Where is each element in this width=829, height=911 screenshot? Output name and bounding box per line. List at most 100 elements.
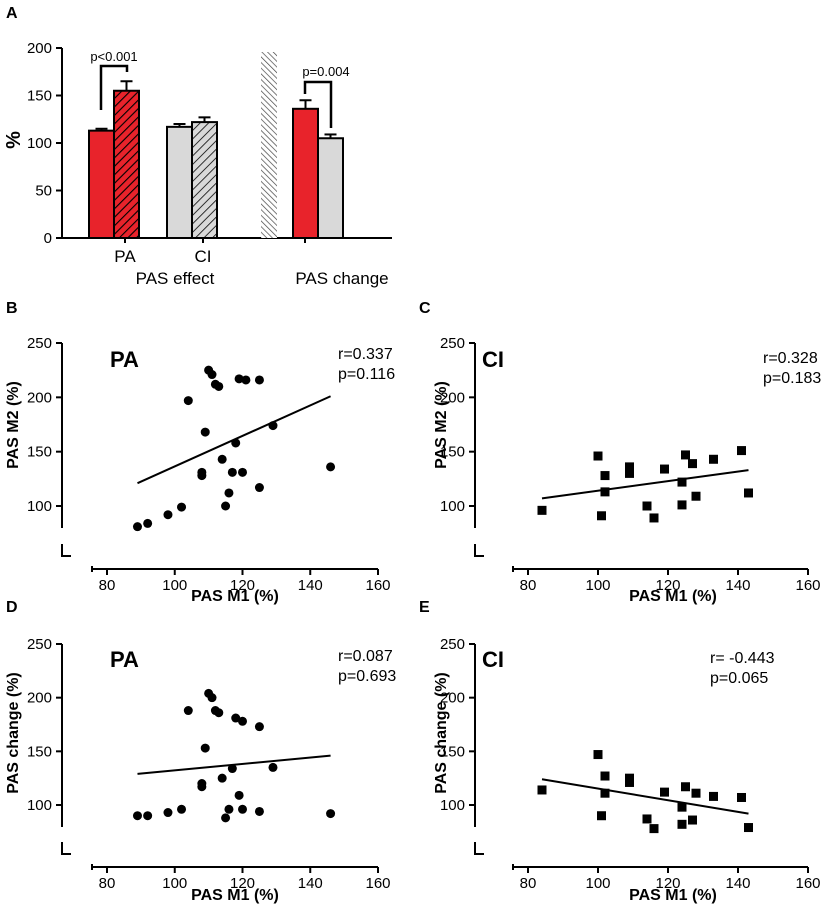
bar-pas-change-pa (292, 107, 319, 239)
data-point (177, 502, 187, 512)
data-point (691, 491, 701, 501)
x-tick-label: 160 (365, 577, 390, 594)
data-point (183, 396, 193, 406)
data-point (677, 500, 687, 510)
panel-b-r: r=0.337 (338, 346, 393, 363)
panel-b-title: PA (110, 347, 139, 372)
section-divider (261, 52, 277, 238)
significance-bracket-change (303, 80, 333, 128)
data-point (677, 477, 687, 487)
axis-break (474, 842, 484, 855)
data-point (642, 814, 652, 824)
data-point (688, 459, 697, 469)
data-point (649, 824, 659, 834)
data-point (660, 787, 669, 797)
data-point (132, 811, 142, 821)
data-point (537, 505, 547, 515)
data-point (221, 813, 231, 823)
panel-a-y-tick-label: 100 (27, 135, 52, 152)
y-tick-label: 100 (27, 498, 52, 515)
data-point (625, 468, 634, 478)
data-point (268, 421, 278, 431)
data-point (231, 713, 241, 723)
y-tick-label: 150 (27, 444, 52, 461)
data-point (737, 446, 746, 456)
bar-pas-change-ci (317, 137, 344, 239)
data-point (625, 462, 634, 472)
panel-c-y-title: PAS M2 (%) (433, 381, 450, 469)
data-point (691, 788, 701, 798)
data-point (227, 764, 237, 774)
panel-a-y-tick-label: 0 (44, 230, 52, 247)
bar-ci-m1 (166, 125, 193, 239)
data-point (227, 467, 237, 477)
data-point (214, 381, 224, 391)
data-point (254, 722, 264, 732)
y-tick-label: 250 (440, 636, 465, 653)
data-point (217, 454, 227, 464)
panel-d-x-title: PAS M1 (%) (191, 887, 279, 904)
panel-a-y-tick-label: 200 (27, 40, 52, 57)
x-tick-label: 160 (795, 577, 820, 594)
data-point (268, 762, 278, 772)
data-point (163, 510, 173, 520)
panel-d-scatter: PA r=0.087 p=0.693 PAS M1 (%) PAS change… (5, 636, 396, 904)
y-tick-label: 200 (27, 389, 52, 406)
axis-break (474, 544, 484, 557)
panel-c-p: p=0.183 (763, 370, 821, 387)
x-tick-label: 160 (365, 875, 390, 892)
panel-b-x-title: PAS M1 (%) (191, 588, 279, 605)
data-point (709, 454, 718, 464)
data-point (254, 375, 264, 385)
panel-letter-b: B (6, 300, 18, 317)
group-label-ci: CI (195, 247, 212, 266)
panel-letter-c: C (419, 300, 431, 317)
bar-pa-m1 (88, 129, 115, 239)
data-point (143, 518, 153, 528)
data-point (234, 374, 244, 384)
data-point (744, 823, 753, 833)
bar-pa-m2 (113, 89, 140, 239)
data-point (197, 467, 207, 477)
data-point (143, 811, 153, 821)
data-point (677, 802, 687, 812)
x-tick-label: 80 (520, 577, 537, 594)
group-label-pa: PA (114, 247, 136, 266)
data-point (214, 708, 224, 718)
x-tick-label: 140 (725, 577, 750, 594)
panel-e-y-title: PAS change (%) (433, 672, 450, 794)
data-point (254, 806, 264, 816)
data-point (593, 451, 603, 461)
x-tick-label: 80 (520, 875, 537, 892)
panel-e-scatter: CI r= -0.443 p=0.065 PAS M1 (%) PAS chan… (433, 636, 821, 904)
data-point (744, 488, 753, 498)
y-tick-label: 150 (27, 743, 52, 760)
x-tick-label: 120 (230, 875, 255, 892)
y-tick-label: 250 (440, 335, 465, 352)
panel-c-title: CI (482, 347, 504, 372)
x-tick-label: 80 (99, 577, 116, 594)
data-point (600, 471, 610, 481)
annotation-p-pa: p<0.001 (90, 49, 137, 64)
y-tick-label: 200 (440, 690, 465, 707)
data-point (709, 791, 718, 801)
data-point (600, 771, 610, 781)
x-tick-label: 140 (725, 875, 750, 892)
data-point (681, 450, 690, 460)
data-point (200, 427, 210, 437)
data-point (254, 483, 264, 493)
panel-c-x-title: PAS M1 (%) (629, 588, 717, 605)
data-point (642, 501, 652, 511)
y-tick-label: 250 (27, 335, 52, 352)
data-point (217, 773, 227, 783)
data-point (677, 819, 687, 829)
data-point (183, 706, 193, 716)
data-point (597, 511, 606, 521)
data-point (649, 513, 659, 523)
panel-d-title: PA (110, 647, 139, 672)
regression-line (541, 778, 749, 815)
data-point (234, 790, 244, 800)
data-point (132, 522, 142, 532)
significance-bracket-pa (99, 64, 129, 110)
